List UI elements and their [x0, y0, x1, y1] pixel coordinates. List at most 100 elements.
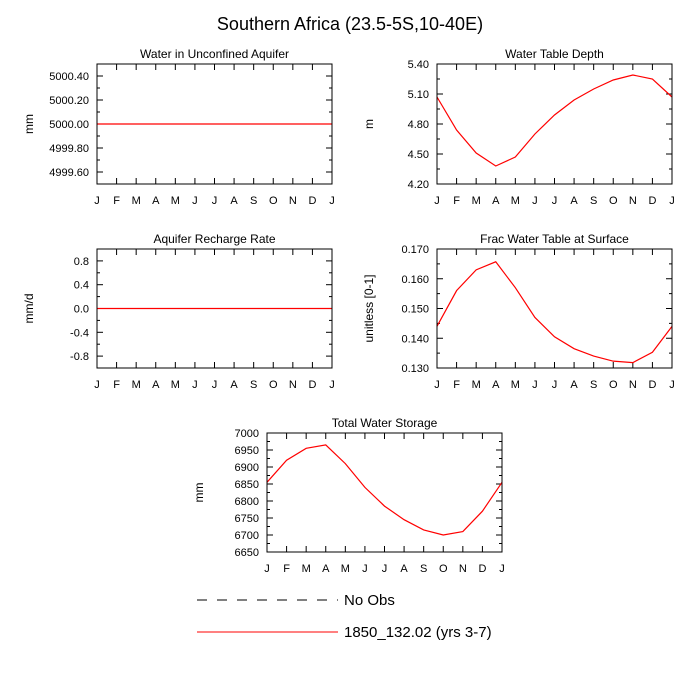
x-tick-label: O [269, 195, 278, 207]
panel-title: Water in Unconfined Aquifer [140, 47, 289, 61]
x-tick-label: S [590, 379, 597, 391]
y-tick-label: 6750 [235, 513, 259, 525]
y-tick-label: 6900 [235, 462, 259, 474]
x-tick-label: S [250, 379, 257, 391]
x-tick-label: N [629, 195, 637, 207]
x-tick-label: A [492, 195, 500, 207]
x-tick-label: M [132, 195, 141, 207]
y-tick-label: 0.130 [401, 363, 429, 375]
y-tick-label: 5.10 [408, 89, 429, 101]
x-tick-label: O [269, 379, 278, 391]
chart-panel-1: Water in Unconfined Aquifer mm 4999.60 4999… [22, 47, 335, 207]
y-tick-label: 6850 [235, 479, 259, 491]
x-tick-label: S [420, 563, 427, 575]
y-tick-label: 4999.80 [49, 143, 89, 155]
y-tick-label: 4.50 [408, 149, 429, 161]
x-tick-label: N [289, 379, 297, 391]
x-tick-label: M [302, 563, 311, 575]
x-tick-label: A [570, 195, 578, 207]
panel-title: Aquifer Recharge Rate [153, 232, 275, 246]
panel-title: Water Table Depth [505, 47, 604, 61]
x-tick-label: J [94, 379, 100, 391]
x-tick-label: J [94, 195, 100, 207]
x-tick-label: J [362, 563, 368, 575]
x-tick-label: A [570, 379, 578, 391]
x-tick-label: M [341, 563, 350, 575]
x-tick-label: J [532, 379, 538, 391]
plot-frame [96, 248, 333, 369]
x-tick-label: J [329, 195, 335, 207]
x-tick-label: M [472, 379, 481, 391]
chart-panel-5: Total Water Storage mm 6650 6700 6750 6800 685… [192, 416, 505, 575]
y-tick-label: 5000.00 [49, 119, 89, 131]
x-tick-label: F [113, 379, 120, 391]
x-tick-label: M [171, 379, 180, 391]
x-tick-label: J [669, 379, 675, 391]
x-tick-label: D [308, 379, 316, 391]
y-axis-label: mm [22, 114, 36, 134]
x-tick-label: D [308, 195, 316, 207]
x-tick-label: J [212, 379, 218, 391]
series-line [436, 261, 673, 364]
x-tick-label: J [264, 563, 270, 575]
x-tick-label: J [552, 379, 558, 391]
x-tick-label: N [629, 379, 637, 391]
x-tick-label: J [552, 195, 558, 207]
x-tick-label: S [250, 195, 257, 207]
x-tick-label: A [230, 379, 238, 391]
x-tick-label: D [648, 379, 656, 391]
y-tick-label: 4.80 [408, 119, 429, 131]
x-tick-label: A [230, 195, 238, 207]
x-tick-label: J [669, 195, 675, 207]
y-tick-label: 6700 [235, 530, 259, 542]
x-tick-label: J [212, 195, 218, 207]
series-line [436, 74, 673, 167]
x-tick-label: F [283, 563, 290, 575]
x-tick-label: J [434, 195, 440, 207]
x-tick-label: A [322, 563, 330, 575]
x-tick-label: M [171, 195, 180, 207]
x-tick-label: N [459, 563, 467, 575]
x-tick-label: N [289, 195, 297, 207]
y-tick-label: 6950 [235, 445, 259, 457]
y-tick-label: 0.140 [401, 333, 429, 345]
x-tick-label: J [532, 195, 538, 207]
y-tick-label: 0.0 [74, 304, 89, 316]
x-tick-label: D [478, 563, 486, 575]
x-tick-label: J [382, 563, 388, 575]
panels: Water in Unconfined Aquifer mm 4999.60 4999… [22, 47, 675, 575]
y-tick-label: 0.4 [74, 280, 89, 292]
x-tick-label: F [113, 195, 120, 207]
x-tick-label: A [400, 563, 408, 575]
y-tick-label: 5.40 [408, 59, 429, 71]
y-tick-label: 0.160 [401, 274, 429, 286]
x-tick-label: M [132, 379, 141, 391]
x-tick-label: F [453, 195, 460, 207]
x-tick-label: A [492, 379, 500, 391]
x-tick-label: O [439, 563, 448, 575]
x-tick-label: J [499, 563, 505, 575]
y-tick-label: -0.4 [70, 327, 89, 339]
chart-panel-4: Frac Water Table at Surface unitless [0-1… [362, 232, 675, 391]
y-tick-label: 0.150 [401, 304, 429, 316]
y-tick-label: 7000 [235, 428, 259, 440]
x-tick-label: O [609, 195, 618, 207]
y-tick-label: 4999.60 [49, 167, 89, 179]
y-tick-label: 5000.20 [49, 95, 89, 107]
x-tick-label: J [434, 379, 440, 391]
y-axis-label: m [362, 119, 376, 129]
plot-frame [436, 63, 673, 185]
x-tick-label: M [511, 195, 520, 207]
x-tick-label: M [511, 379, 520, 391]
y-tick-label: 0.170 [401, 244, 429, 256]
x-tick-label: A [152, 195, 160, 207]
x-tick-label: S [590, 195, 597, 207]
legend-label: No Obs [344, 592, 395, 609]
plot-frame [266, 432, 503, 553]
legend-label: 1850_132.02 (yrs 3-7) [344, 624, 492, 641]
chart-panel-3: Aquifer Recharge Rate mm/d -0.8 -0.4 0.0 0.4 0… [22, 232, 335, 391]
y-tick-label: 0.8 [74, 256, 89, 268]
y-tick-label: 4.20 [408, 179, 429, 191]
panel-title: Frac Water Table at Surface [480, 232, 629, 246]
